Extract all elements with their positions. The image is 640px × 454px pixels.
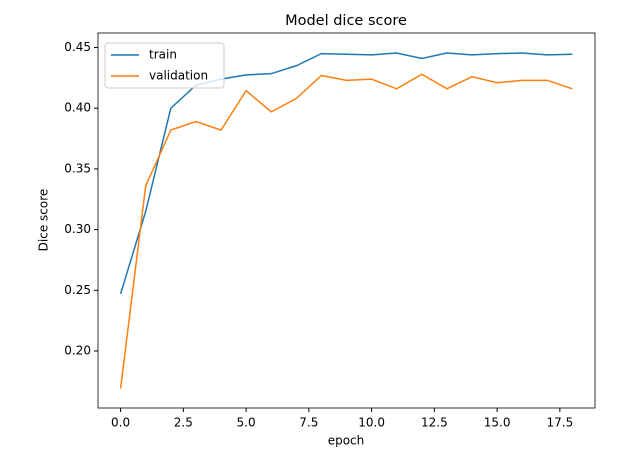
x-tick-label: 15.0	[484, 416, 511, 430]
legend-label: validation	[149, 69, 208, 83]
y-axis-label: Dice score	[37, 189, 51, 252]
y-tick-label: 0.20	[64, 343, 91, 357]
legend-label: train	[149, 48, 177, 62]
y-tick-label: 0.35	[64, 161, 91, 175]
x-tick-label: 12.5	[421, 416, 448, 430]
x-tick-label: 0.0	[111, 416, 130, 430]
plot-frame	[97, 32, 596, 409]
series-line	[119, 52, 573, 295]
series-line	[119, 73, 573, 389]
chart-title: Model dice score	[285, 13, 407, 29]
x-tick-label: 2.5	[174, 416, 193, 430]
y-tick-label: 0.25	[64, 283, 91, 297]
y-tick-label: 0.40	[64, 101, 91, 115]
x-axis-label: epoch	[328, 434, 365, 448]
x-tick-label: 5.0	[237, 416, 256, 430]
y-tick-label: 0.45	[64, 40, 91, 54]
x-tick-label: 10.0	[358, 416, 385, 430]
y-tick-label: 0.30	[64, 222, 91, 236]
x-tick-label: 7.5	[299, 416, 318, 430]
x-tick-label: 17.5	[546, 416, 573, 430]
